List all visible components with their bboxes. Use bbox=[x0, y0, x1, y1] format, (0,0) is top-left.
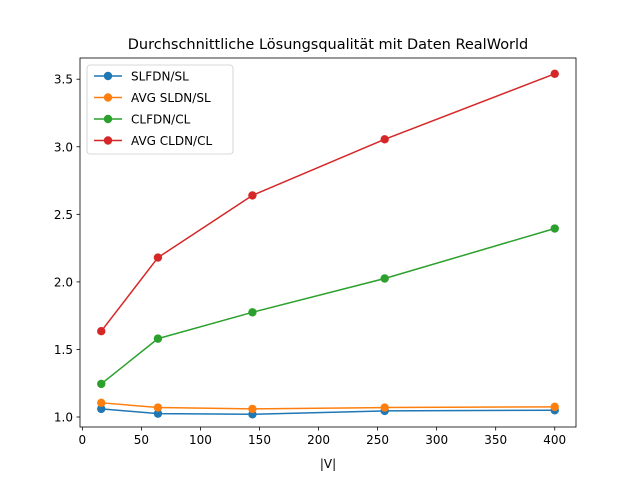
x-tick-label: 0 bbox=[79, 433, 87, 447]
legend-marker bbox=[103, 71, 113, 81]
data-point bbox=[380, 403, 389, 412]
data-point bbox=[380, 135, 389, 144]
chart-title: Durchschnittliche Lösungsqualität mit Da… bbox=[128, 37, 529, 53]
legend-label: AVG CLDN/CL bbox=[131, 134, 212, 148]
plot-frame bbox=[79, 57, 577, 428]
x-tick-label: 350 bbox=[484, 433, 507, 447]
legend-label: AVG SLDN/SL bbox=[131, 91, 211, 105]
data-point bbox=[380, 274, 389, 283]
y-tick-label: 1.5 bbox=[54, 343, 73, 357]
legend-marker bbox=[103, 136, 113, 145]
legend: SLFDN/SL AVG SLDN/SL CLFDN/CL AVG CLDN/CL bbox=[86, 64, 234, 155]
y-tick-label: 2.0 bbox=[54, 275, 73, 289]
y-tick-label: 1.0 bbox=[54, 411, 73, 425]
data-point bbox=[97, 398, 106, 408]
data-point bbox=[97, 404, 106, 414]
data-point bbox=[248, 191, 257, 200]
legend-marker bbox=[103, 114, 113, 124]
x-tick-label: 150 bbox=[248, 433, 271, 447]
data-point bbox=[248, 404, 257, 414]
x-axis-label: |V| bbox=[320, 457, 336, 471]
x-tick-label: 250 bbox=[366, 433, 389, 447]
series-clfdn-cl bbox=[97, 224, 559, 389]
legend-item: CLFDN/CL bbox=[94, 113, 191, 127]
legend-item: AVG CLDN/CL bbox=[94, 134, 212, 148]
x-tick-label: 100 bbox=[189, 433, 212, 447]
legend-box bbox=[86, 64, 234, 155]
series-avg-cldn-cl bbox=[97, 69, 559, 336]
legend-item: SLFDN/SL bbox=[94, 70, 189, 84]
legend-item: AVG SLDN/SL bbox=[94, 91, 211, 105]
y-tick-label: 3.5 bbox=[54, 73, 73, 87]
series-avg-sldn-sl bbox=[97, 398, 559, 414]
legend-label: SLFDN/SL bbox=[131, 70, 189, 84]
data-point bbox=[153, 334, 163, 343]
x-tick-label: 50 bbox=[134, 433, 149, 447]
data-point bbox=[248, 308, 257, 317]
data-point bbox=[153, 409, 163, 418]
x-tick-label: 200 bbox=[307, 433, 330, 447]
data-point bbox=[97, 379, 106, 389]
data-point bbox=[550, 402, 559, 412]
data-point bbox=[153, 403, 163, 412]
data-point bbox=[550, 69, 559, 79]
x-tick-label: 300 bbox=[425, 433, 448, 447]
y-tick-label: 2.5 bbox=[54, 208, 73, 222]
plot-area: 0 50 100 150 200 250 300 350 400 1.0 1.5 2.0 2.5 3.0 3… bbox=[54, 57, 577, 447]
data-point bbox=[97, 327, 106, 336]
legend-label: CLFDN/CL bbox=[131, 113, 191, 127]
legend-marker bbox=[103, 93, 113, 102]
data-point bbox=[153, 253, 163, 262]
y-tick-label: 3.0 bbox=[54, 140, 73, 154]
x-tick-label: 400 bbox=[543, 433, 566, 447]
data-point bbox=[550, 224, 559, 233]
